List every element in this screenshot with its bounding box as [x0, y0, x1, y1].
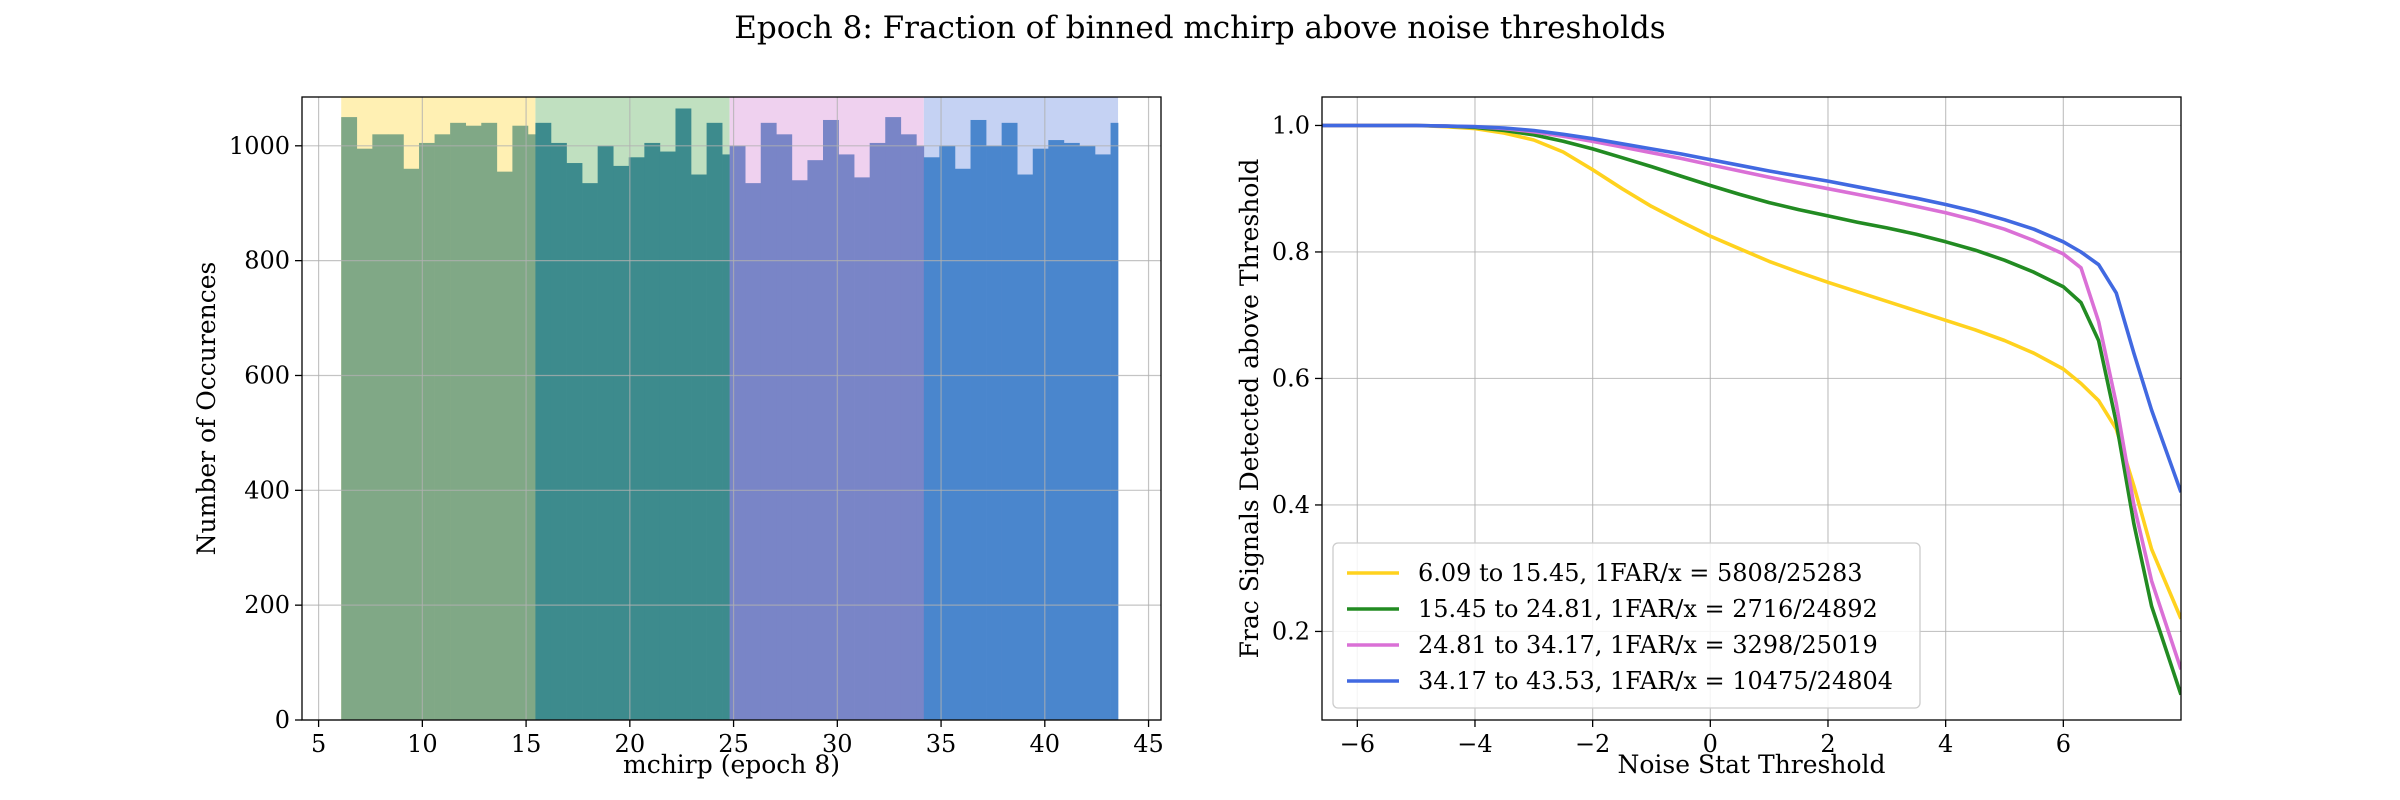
x-tick-label: 10	[407, 730, 438, 758]
histogram-bar	[807, 160, 824, 721]
histogram-bar	[481, 122, 498, 721]
histogram-bar	[659, 151, 676, 720]
histogram-bar	[419, 142, 435, 720]
histogram-bar	[900, 134, 917, 721]
histogram-bar	[1048, 140, 1065, 720]
histogram-bar	[527, 134, 536, 721]
axes-frame	[301, 96, 1162, 721]
line-panel: −6 −4 −2 0 2 4 6 0.2 0.4 0.6 0.8 1.0 Noise Stat Thre…	[1235, 96, 2182, 779]
histogram-bar	[1032, 148, 1049, 720]
histogram-bar	[722, 154, 730, 720]
x-tick-label: −4	[1457, 730, 1492, 758]
x-axis-label: Noise Stat Threshold	[1617, 750, 1885, 779]
legend: 6.09 to 15.45, 1FAR/x = 5808/25283 15.45 …	[1332, 542, 1921, 709]
histogram-bar	[535, 122, 552, 721]
x-tick-label: 35	[926, 730, 957, 758]
y-tick-label: 0	[275, 706, 290, 734]
histogram-bar	[496, 171, 513, 721]
histogram-bar	[465, 125, 482, 721]
y-tick-label: 0.2	[1272, 617, 1310, 645]
y-axis-label: Number of Occurences	[192, 262, 221, 556]
histogram-bar	[791, 180, 808, 721]
x-tick-label: 25	[718, 730, 749, 758]
histogram-bar	[954, 168, 971, 721]
histogram-bar	[512, 125, 529, 721]
histogram-bar	[403, 168, 420, 721]
x-tick-label: 6	[2056, 730, 2071, 758]
histogram-bar	[450, 122, 467, 721]
axes-frame	[1321, 96, 2182, 721]
histogram-bar	[356, 148, 373, 720]
histogram-bar	[916, 145, 925, 720]
figure-title: Epoch 8: Fraction of binned mchirp above…	[734, 10, 1666, 46]
x-axis-label: mchirp (epoch 8)	[623, 750, 840, 779]
histogram-bar	[1063, 142, 1080, 720]
histogram-bar	[1079, 145, 1096, 720]
legend-label: 34.17 to 43.53, 1FAR/x = 10475/24804	[1418, 667, 1893, 695]
y-tick-label: 0.6	[1272, 364, 1310, 392]
x-tick-label: 0	[1703, 730, 1718, 758]
legend-label: 6.09 to 15.45, 1FAR/x = 5808/25283	[1418, 559, 1863, 587]
histogram-bar	[1110, 122, 1119, 721]
x-tick-label: 20	[615, 730, 646, 758]
histogram-bar	[387, 134, 404, 721]
histogram-bar	[1017, 174, 1034, 721]
histogram-bar	[566, 163, 583, 721]
x-tick-label: −6	[1340, 730, 1375, 758]
histogram-bar	[1095, 154, 1111, 720]
histogram-bar	[597, 145, 614, 720]
x-tick-label: 5	[311, 730, 326, 758]
histogram-bar	[885, 117, 902, 720]
histogram-bar	[776, 134, 793, 721]
histogram-bar	[939, 145, 956, 720]
histogram-bar	[644, 142, 661, 720]
histogram-bar	[854, 177, 870, 721]
y-tick-label: 800	[244, 247, 290, 275]
x-tick-label: 15	[511, 730, 542, 758]
histogram-bar	[760, 122, 777, 721]
x-tick-label: 30	[822, 730, 853, 758]
legend-label: 15.45 to 24.81, 1FAR/x = 2716/24892	[1418, 595, 1878, 623]
y-tick-label: 1000	[229, 132, 290, 160]
legend-label: 24.81 to 34.17, 1FAR/x = 3298/25019	[1418, 631, 1878, 659]
histogram-bar	[1001, 122, 1018, 721]
x-tick-label: 40	[1030, 730, 1061, 758]
histogram-bar	[838, 154, 855, 720]
series-line-4	[1322, 123, 2181, 493]
legend-box	[1332, 542, 1921, 709]
histogram-bar	[745, 183, 762, 720]
x-tick-label: 4	[1938, 730, 1953, 758]
histogram-bar	[550, 142, 567, 720]
histogram-bar	[628, 157, 645, 720]
histogram-panel: 5 10 15 20 25 30 35 40 45 0 200 400 600 800 1000 mchirp…	[192, 96, 1164, 779]
histogram-bar	[923, 157, 940, 720]
histogram-bar	[869, 142, 886, 720]
x-tick-label: 45	[1133, 730, 1164, 758]
histogram-bar	[582, 183, 598, 720]
histogram-bar	[372, 134, 389, 721]
y-tick-label: 200	[244, 591, 290, 619]
histogram-bar	[675, 108, 692, 720]
series-line-2	[1322, 123, 2181, 696]
y-tick-label: 400	[244, 476, 290, 504]
histogram-bar	[341, 117, 358, 720]
series-line-1	[1322, 123, 2181, 620]
y-axis-label: Frac Signals Detected above Threshold	[1235, 159, 1264, 659]
histogram-bar	[706, 122, 723, 721]
histogram-bar	[691, 174, 707, 721]
x-tick-label: −2	[1575, 730, 1610, 758]
histogram-bar	[986, 145, 1002, 720]
histogram-bar	[823, 119, 839, 720]
histogram-bar	[729, 145, 746, 720]
y-tick-label: 0.8	[1272, 238, 1310, 266]
histogram-bar	[970, 119, 987, 720]
y-tick-label: 1.0	[1272, 111, 1310, 139]
x-tick-label: 2	[1820, 730, 1835, 758]
y-tick-label: 0.4	[1272, 491, 1310, 519]
histogram-bar	[613, 165, 630, 721]
y-tick-label: 600	[244, 361, 290, 389]
histogram-bar	[434, 134, 451, 721]
